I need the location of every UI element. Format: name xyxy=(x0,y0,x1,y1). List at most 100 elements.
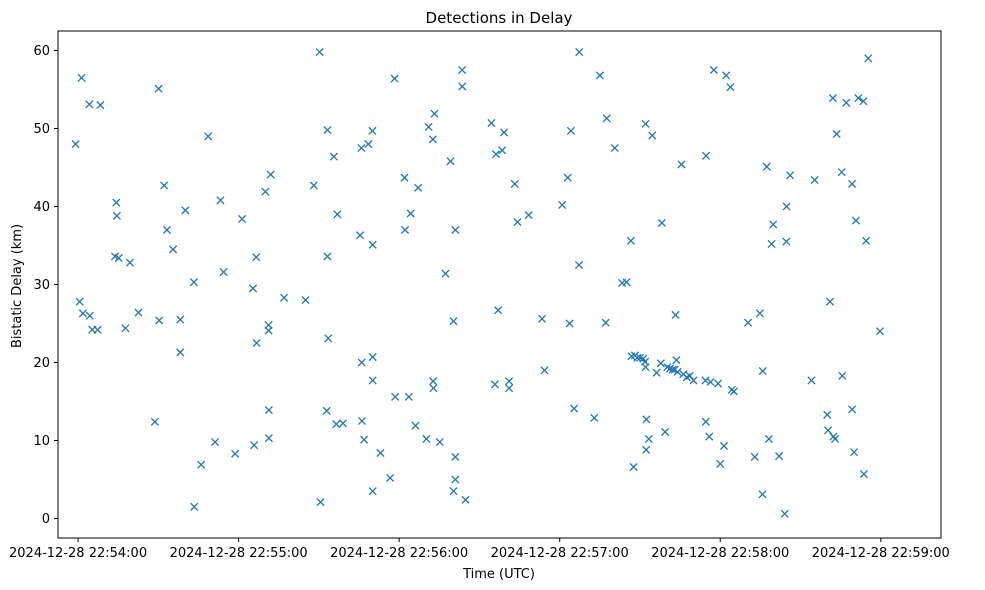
data-point xyxy=(661,427,670,436)
data-point xyxy=(315,48,324,57)
data-point xyxy=(505,384,514,393)
data-point xyxy=(570,404,579,413)
data-point xyxy=(121,324,130,333)
data-point xyxy=(837,168,846,177)
data-point xyxy=(764,434,774,443)
data-point xyxy=(780,509,789,518)
data-point xyxy=(540,366,549,375)
data-point xyxy=(626,236,635,245)
data-point xyxy=(641,119,650,128)
y-tick-label: 20 xyxy=(33,356,50,371)
data-point xyxy=(357,358,366,367)
data-point xyxy=(758,367,767,376)
data-point xyxy=(859,97,868,106)
data-point xyxy=(823,410,832,419)
data-point xyxy=(652,368,661,377)
data-point xyxy=(673,367,682,376)
data-point xyxy=(114,253,123,263)
y-axis-ticks: 0 10 20 30 40 50 60 xyxy=(33,44,58,527)
data-point xyxy=(782,237,791,246)
data-point xyxy=(729,387,738,396)
data-point xyxy=(162,225,171,234)
chart-title: Detections in Delay xyxy=(426,9,573,27)
data-point xyxy=(705,432,714,441)
x-tick-label: 2024-12-28 22:56:00 xyxy=(330,546,468,561)
data-point xyxy=(498,146,507,155)
data-point xyxy=(446,157,455,166)
data-point xyxy=(590,413,599,422)
data-point xyxy=(832,129,841,139)
data-point xyxy=(656,359,665,368)
data-point xyxy=(264,326,273,335)
data-point xyxy=(701,376,710,385)
data-point xyxy=(364,140,373,149)
data-point xyxy=(758,490,767,499)
data-point xyxy=(190,502,199,511)
data-point xyxy=(648,131,657,140)
data-point xyxy=(499,128,509,137)
y-tick-label: 50 xyxy=(33,122,50,137)
data-point xyxy=(487,118,496,128)
data-point xyxy=(368,126,377,135)
data-point xyxy=(709,65,718,75)
data-point xyxy=(155,316,164,325)
data-point xyxy=(338,419,348,428)
plot-frame xyxy=(57,30,942,539)
data-point xyxy=(782,202,791,211)
y-tick-label: 40 xyxy=(33,200,50,215)
data-point xyxy=(629,462,638,472)
data-point xyxy=(830,434,840,443)
data-point xyxy=(595,71,604,80)
data-point xyxy=(524,211,533,220)
data-point xyxy=(112,198,121,207)
data-point xyxy=(701,417,710,426)
data-point xyxy=(565,319,574,328)
data-point xyxy=(160,181,169,190)
data-point xyxy=(85,100,94,109)
data-point xyxy=(601,318,610,327)
data-point xyxy=(322,406,331,415)
data-point xyxy=(219,267,228,277)
data-point xyxy=(264,434,273,443)
data-point xyxy=(602,114,611,123)
data-point xyxy=(176,348,185,357)
data-point xyxy=(231,449,240,458)
y-axis-label: Bistatic Delay (km) xyxy=(10,224,25,348)
data-point xyxy=(491,150,501,159)
data-point xyxy=(642,445,651,454)
data-point xyxy=(875,327,885,336)
data-point xyxy=(762,162,771,171)
data-point xyxy=(168,245,178,254)
data-point xyxy=(96,101,105,110)
data-point xyxy=(429,384,438,393)
data-point xyxy=(250,441,259,450)
data-point xyxy=(848,405,857,414)
x-tick-label: 2024-12-28 22:55:00 xyxy=(170,546,308,561)
data-point xyxy=(775,452,784,461)
data-point xyxy=(435,438,444,447)
data-point xyxy=(323,126,332,135)
data-point xyxy=(671,310,680,319)
data-point xyxy=(702,151,711,160)
data-point xyxy=(838,371,847,380)
data-point xyxy=(767,239,776,248)
data-point xyxy=(332,420,341,429)
data-point xyxy=(150,417,159,426)
data-point xyxy=(755,309,764,318)
x-tick-label: 2024-12-28 22:57:00 xyxy=(491,546,629,561)
data-point xyxy=(744,318,753,327)
data-point xyxy=(449,317,458,326)
data-point xyxy=(414,183,423,192)
data-point xyxy=(672,356,681,365)
data-point xyxy=(563,173,572,182)
data-point xyxy=(575,48,584,57)
data-point xyxy=(848,179,857,188)
data-point xyxy=(716,459,725,468)
x-tick-label: 2024-12-28 22:59:00 xyxy=(812,546,950,561)
data-point xyxy=(657,218,666,227)
data-point xyxy=(689,376,698,385)
data-point xyxy=(404,392,413,401)
data-point xyxy=(280,293,289,302)
data-point xyxy=(641,363,650,372)
